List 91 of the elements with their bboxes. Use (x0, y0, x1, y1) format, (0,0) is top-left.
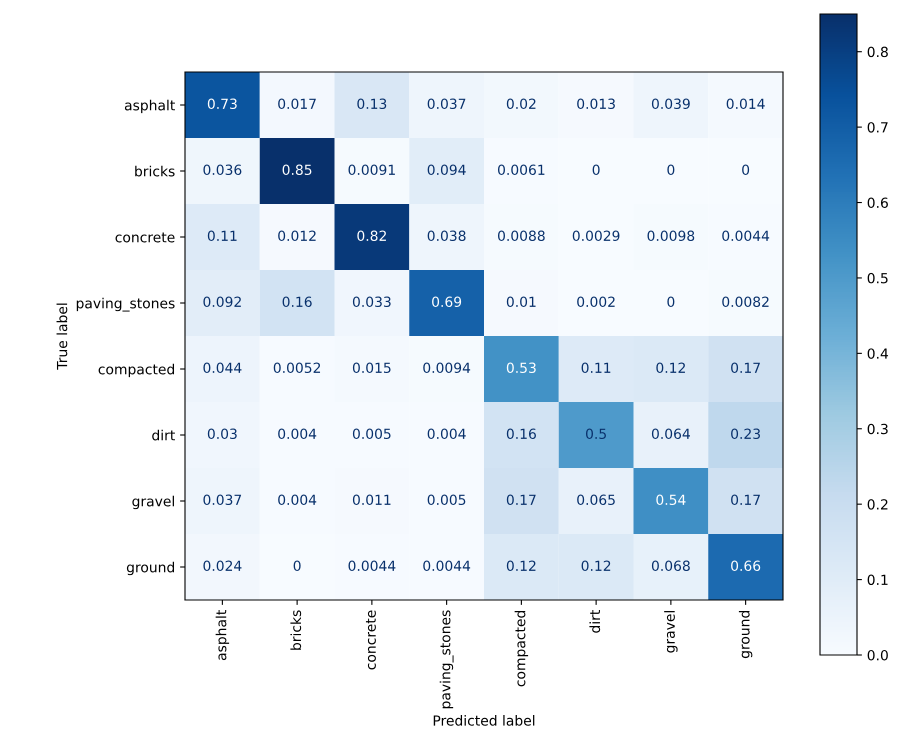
data-label: 0.12 (582, 560, 610, 572)
data-label: 0.0044 (722, 230, 770, 242)
data-label: 0.16 (282, 296, 312, 308)
data-label: 0.17 (731, 362, 760, 374)
x-tick-label: gravel (664, 611, 678, 653)
data-label: 0.037 (428, 98, 466, 110)
data-label: 0 (742, 164, 750, 176)
color-bar-label: 0.8 (868, 46, 888, 58)
data-label: 0 (294, 560, 301, 572)
y-tick-label: compacted (98, 364, 174, 378)
data-label: 0.013 (577, 98, 615, 110)
data-label: 0.037 (203, 494, 242, 506)
data-label: 0.005 (428, 494, 466, 506)
data-label: 0.004 (428, 428, 466, 440)
data-label: 0 (667, 164, 674, 176)
data-label: 0.017 (278, 98, 316, 110)
data-label: 0.068 (652, 560, 690, 572)
data-label: 0.12 (506, 560, 536, 572)
data-label: 0.094 (428, 164, 466, 176)
data-label: 0.73 (208, 98, 237, 110)
data-label: 0.005 (352, 428, 391, 440)
color-bar-label: 0.0 (868, 650, 888, 660)
color-bar-label: 0.2 (868, 499, 888, 510)
y-tick-label: ground (126, 562, 174, 576)
data-label: 0.015 (352, 362, 391, 374)
data-label: 0.064 (652, 428, 690, 440)
data-label: 0.012 (278, 230, 316, 242)
data-label: 0.69 (432, 296, 462, 308)
data-label: 0.004 (278, 428, 316, 440)
data-label: 0.11 (582, 362, 610, 374)
y-tick-label: dirt (152, 430, 175, 440)
y-axis-title: True label (56, 304, 68, 370)
data-label: 0.0044 (348, 560, 396, 572)
data-label: 0.0091 (348, 164, 395, 176)
x-tick-label: ground (738, 610, 752, 658)
data-label: 0.011 (352, 494, 390, 506)
x-axis-title: Predicted label (434, 715, 534, 726)
y-tick-label: concrete (116, 232, 175, 242)
data-label: 0.54 (656, 494, 686, 506)
data-label: 0.036 (203, 164, 242, 176)
data-label: 0.024 (203, 560, 242, 572)
y-tick-label: gravel (132, 496, 174, 510)
y-tick-label: paving_stones (76, 298, 175, 312)
data-label: 0.23 (731, 428, 760, 440)
data-label: 0.0082 (722, 296, 769, 308)
data-label: 0.12 (656, 362, 685, 374)
x-tick-label: bricks (290, 610, 302, 650)
data-label: 0.02 (506, 98, 536, 110)
y-tick-label: bricks (135, 166, 175, 176)
color-bar-label: 0.5 (868, 272, 888, 284)
data-label: 0.0098 (647, 230, 694, 242)
data-label: 0.0061 (498, 164, 544, 176)
data-label: 0.065 (577, 494, 615, 506)
data-label: 0.11 (208, 230, 237, 242)
data-label: 0.0094 (423, 362, 470, 374)
data-label: 0.17 (506, 494, 536, 506)
data-label: 0.82 (357, 230, 386, 242)
x-tick-label: paving_stones (440, 610, 454, 708)
x-tick-label: concrete (366, 610, 376, 670)
data-label: 0.66 (731, 560, 760, 572)
data-label: 0.004 (278, 494, 316, 506)
data-label: 0.033 (352, 296, 391, 308)
x-tick-label: asphalt (216, 610, 230, 660)
data-label: 0.038 (428, 230, 466, 242)
data-label: 0.0088 (498, 230, 545, 242)
data-label: 0 (667, 296, 674, 308)
color-bar-label: 0.7 (868, 122, 888, 133)
data-label: 0.0052 (274, 362, 320, 374)
data-label: 0.17 (731, 494, 760, 506)
data-label: 0.03 (208, 428, 237, 440)
data-label: 0.85 (282, 164, 312, 176)
data-label: 0.16 (506, 428, 536, 440)
x-tick-label: compacted (514, 610, 528, 686)
color-bar-label: 0.3 (868, 424, 888, 434)
data-label: 0 (592, 164, 600, 176)
data-label: 0.0044 (423, 560, 470, 572)
data-label: 0.53 (506, 362, 536, 374)
color-bar-label: 0.6 (868, 198, 888, 208)
data-label: 0.5 (586, 428, 606, 440)
data-label: 0.01 (506, 296, 536, 308)
data-label: 0.014 (726, 98, 765, 110)
data-label: 0.002 (577, 296, 615, 308)
data-label: 0.039 (652, 98, 690, 110)
color-bar-label: 0.1 (868, 574, 888, 586)
color-bar-label: 0.4 (868, 348, 888, 359)
data-label: 0.0029 (572, 230, 620, 242)
data-label: 0.092 (203, 296, 241, 308)
x-tick-label: dirt (589, 610, 600, 633)
y-tick-label: asphalt (124, 100, 175, 114)
data-label: 0.044 (203, 362, 242, 374)
data-label: 0.13 (357, 98, 386, 110)
